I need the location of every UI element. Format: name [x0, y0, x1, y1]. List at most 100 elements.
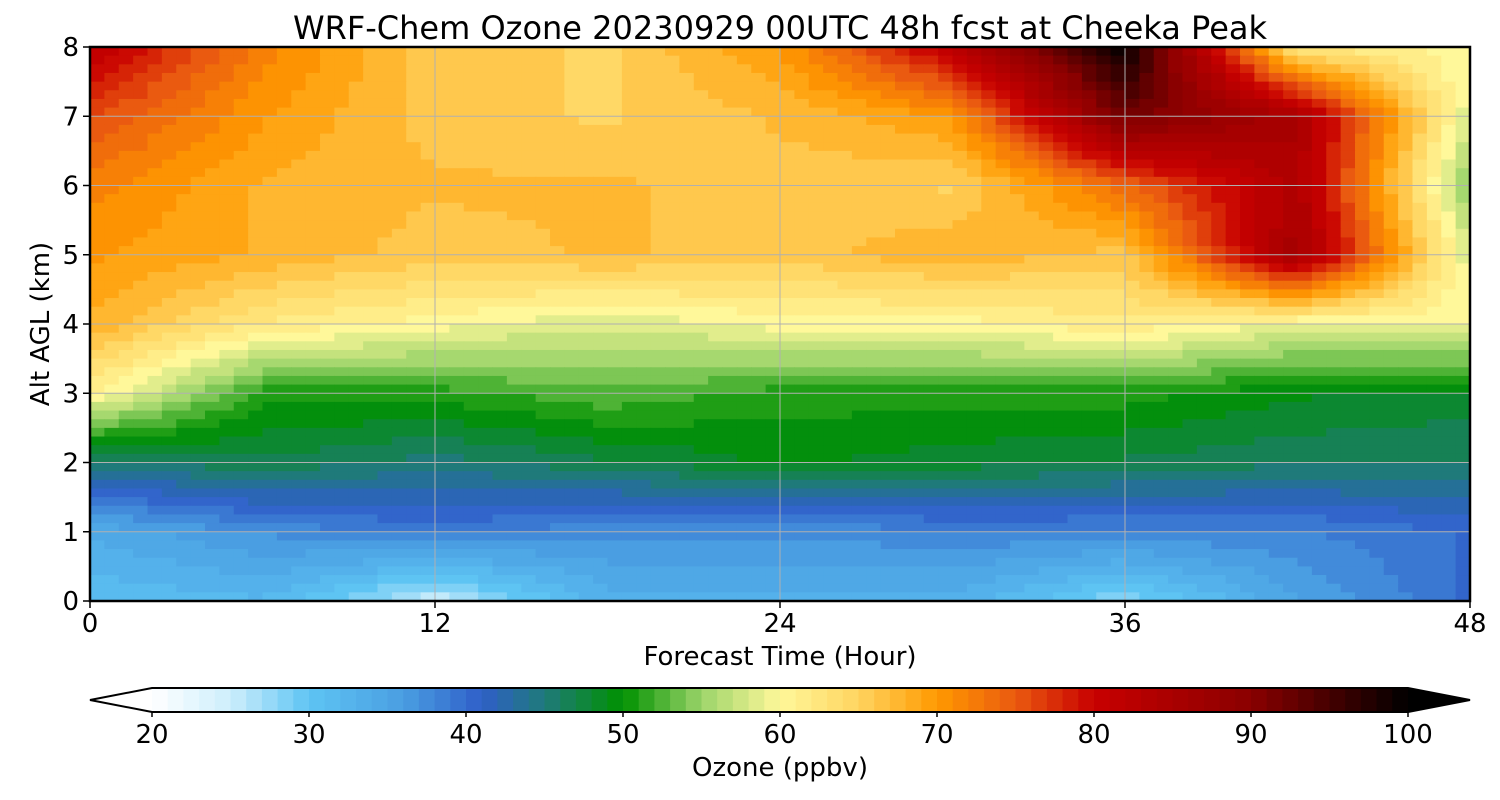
heatmap-cell	[521, 202, 537, 213]
heatmap-cell	[780, 272, 795, 282]
heatmap-cell	[535, 471, 551, 481]
heatmap-cell	[550, 142, 565, 152]
heatmap-cell	[147, 211, 163, 221]
heatmap-cell	[176, 194, 192, 204]
heatmap-cell	[1283, 384, 1299, 394]
heatmap-cell	[190, 159, 206, 169]
heatmap-cell	[1455, 176, 1470, 187]
heatmap-cell	[1125, 72, 1140, 83]
heatmap-cell	[952, 315, 968, 325]
heatmap-cell	[1125, 64, 1140, 74]
heatmap-cell	[420, 375, 436, 386]
heatmap-cell	[636, 55, 652, 65]
heatmap-cell	[1355, 332, 1370, 342]
heatmap-cell	[363, 142, 379, 152]
heatmap-cell	[679, 107, 695, 117]
heatmap-cell	[291, 453, 307, 464]
heatmap-cell	[1240, 237, 1255, 247]
heatmap-cell	[1426, 72, 1442, 83]
heatmap-cell	[794, 150, 810, 161]
heatmap-cell	[621, 384, 637, 394]
heatmap-cell	[133, 280, 149, 290]
heatmap-cell	[406, 280, 422, 290]
heatmap-cell	[492, 436, 508, 446]
heatmap-cell	[1038, 176, 1054, 187]
heatmap-cell	[535, 237, 551, 247]
heatmap-cell	[593, 211, 609, 221]
heatmap-cell	[104, 306, 120, 316]
heatmap-cell	[952, 220, 968, 230]
heatmap-cell	[578, 47, 594, 57]
heatmap-cell	[391, 72, 407, 83]
heatmap-cell	[391, 202, 407, 213]
heatmap-cell	[1110, 211, 1126, 221]
heatmap-cell	[176, 358, 192, 368]
heatmap-cell	[837, 419, 853, 429]
heatmap-cell	[190, 436, 206, 446]
heatmap-cell	[1038, 263, 1054, 273]
heatmap-cell	[320, 176, 335, 187]
heatmap-cell	[90, 453, 105, 464]
heatmap-cell	[406, 220, 422, 230]
heatmap-cell	[1240, 306, 1255, 316]
heatmap-cell	[276, 133, 292, 143]
heatmap-cell	[219, 410, 235, 420]
heatmap-cell	[406, 272, 422, 282]
heatmap-cell	[794, 90, 810, 100]
heatmap-cell	[1196, 332, 1212, 342]
heatmap-cell	[1340, 427, 1356, 438]
heatmap-cell	[550, 324, 565, 334]
heatmap-cell	[636, 176, 652, 187]
heatmap-cell	[1096, 150, 1112, 161]
heatmap-cell	[1283, 367, 1299, 377]
heatmap-cell	[837, 176, 853, 187]
heatmap-cell	[780, 462, 795, 472]
heatmap-cell	[147, 142, 163, 152]
heatmap-cell	[492, 393, 508, 403]
heatmap-cell	[463, 220, 479, 230]
heatmap-cell	[1326, 47, 1342, 57]
heatmap-cell	[665, 168, 680, 178]
heatmap-cell	[1153, 98, 1169, 109]
heatmap-cell	[607, 124, 623, 135]
heatmap-cell	[923, 393, 939, 403]
heatmap-cell	[406, 393, 422, 403]
heatmap-cell	[1297, 116, 1313, 126]
heatmap-cell	[981, 211, 997, 221]
heatmap-cell	[161, 159, 177, 169]
heatmap-cell	[722, 401, 738, 412]
heatmap-cell	[90, 272, 105, 282]
heatmap-cell	[794, 471, 810, 481]
heatmap-cell	[665, 289, 680, 299]
heatmap-cell	[377, 436, 393, 446]
heatmap-cell	[334, 194, 350, 204]
heatmap-cell	[578, 419, 594, 429]
heatmap-cell	[1225, 142, 1241, 152]
heatmap-cell	[1053, 254, 1069, 265]
heatmap-cell	[1268, 133, 1284, 143]
heatmap-cell	[966, 341, 982, 351]
heatmap-cell	[607, 64, 623, 74]
heatmap-cell	[1067, 185, 1083, 195]
heatmap-cell	[1311, 349, 1327, 360]
heatmap-cell	[1426, 341, 1442, 351]
heatmap-cell	[938, 55, 954, 65]
heatmap-cell	[1355, 228, 1370, 239]
heatmap-cell	[895, 176, 910, 187]
heatmap-cell	[118, 324, 134, 334]
heatmap-cell	[1326, 185, 1342, 195]
heatmap-cell	[1110, 220, 1126, 230]
heatmap-cell	[837, 55, 853, 65]
heatmap-cell	[1110, 272, 1126, 282]
heatmap-cell	[1240, 64, 1255, 74]
heatmap-cell	[147, 228, 163, 239]
heatmap-cell	[435, 410, 450, 420]
heatmap-cell	[1196, 462, 1212, 472]
heatmap-cell	[205, 315, 220, 325]
heatmap-cell	[708, 168, 724, 178]
heatmap-cell	[147, 419, 163, 429]
heatmap-cell	[564, 107, 580, 117]
heatmap-cell	[104, 324, 120, 334]
heatmap-cell	[133, 159, 149, 169]
heatmap-cell	[808, 246, 824, 256]
